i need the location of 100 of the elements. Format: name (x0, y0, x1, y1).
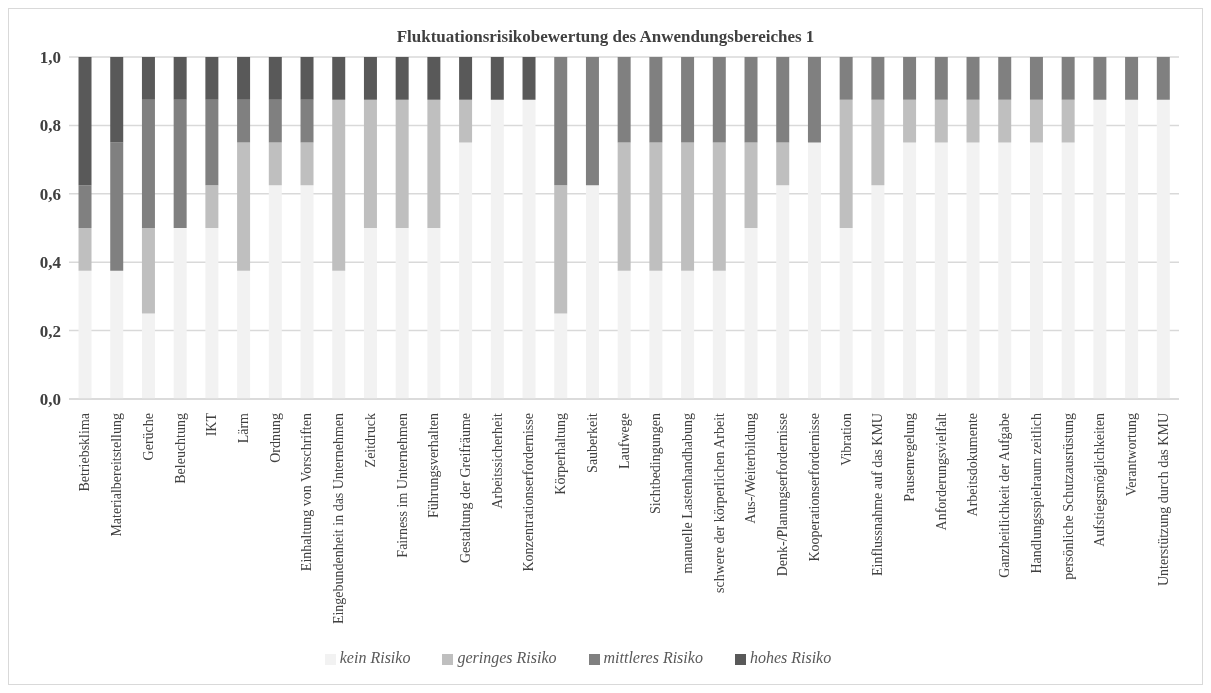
bar (776, 57, 790, 143)
bar (934, 142, 948, 399)
bar (459, 57, 473, 100)
bar (1061, 142, 1075, 399)
bar (300, 99, 314, 143)
bar (268, 57, 282, 100)
bar (966, 99, 980, 143)
bar (141, 57, 155, 100)
bar (934, 99, 948, 143)
x-tick-label: Einflussnahme auf das KMU (870, 413, 886, 576)
x-tick-label: Sauberkeit (584, 412, 600, 473)
bar (78, 57, 92, 186)
bar (712, 270, 726, 399)
bar (776, 185, 790, 399)
bar (681, 142, 695, 271)
bar (332, 57, 346, 100)
bar (427, 228, 441, 399)
x-tick-label: Gestaltung der Greifräume (457, 413, 473, 564)
bar (427, 99, 441, 228)
legend-label: kein Risiko (339, 649, 411, 666)
bar (78, 185, 92, 228)
bar (744, 57, 758, 143)
bar (871, 99, 885, 186)
x-tick-label: Unterstützung durch das KMU (1155, 413, 1171, 587)
bar (395, 99, 409, 228)
bar (807, 142, 821, 399)
x-tick-label: Materialbereitstellung (109, 413, 125, 537)
bar (839, 228, 853, 399)
bar (776, 142, 790, 186)
bar (173, 99, 187, 228)
y-tick-label: 0,0 (39, 390, 61, 410)
bar (459, 99, 473, 143)
bar (427, 57, 441, 100)
bar (1125, 57, 1139, 100)
legend-label: hohes Risiko (749, 649, 832, 666)
bar (237, 99, 251, 143)
x-tick-label: Aufstiegsmöglichkeiten (1092, 413, 1108, 547)
bar (966, 57, 980, 100)
bar (1156, 99, 1170, 399)
x-tick-label: Handlungsspielraum zeitlich (1028, 413, 1044, 574)
x-tick-label: Einhaltung von Vorschriften (299, 413, 315, 572)
bar (332, 270, 346, 399)
bar (300, 185, 314, 399)
bar (1061, 99, 1075, 143)
bar (173, 57, 187, 100)
x-tick-label: Arbeitsdokumente (965, 413, 981, 517)
bar (1125, 99, 1139, 399)
bar (522, 57, 536, 100)
bar (459, 142, 473, 399)
bar (205, 228, 219, 399)
bar (141, 313, 155, 399)
bar (205, 57, 219, 100)
x-tick-label: IKT (204, 412, 220, 437)
bar (363, 57, 377, 100)
x-tick-label: Ganzheitlichkeit der Aufgabe (997, 413, 1013, 578)
x-tick-label: Sichtbedingungen (648, 413, 664, 515)
bar (649, 142, 663, 271)
bar (1029, 57, 1043, 100)
bar (998, 99, 1012, 143)
x-tick-label: Zeitdruck (362, 413, 378, 468)
bar (681, 270, 695, 399)
x-tick-label: Körperhaltung (553, 413, 569, 495)
x-tick-label: Fairness im Unternehmen (394, 413, 410, 558)
bar (871, 185, 885, 399)
bar (173, 228, 187, 399)
bar (839, 99, 853, 228)
bar (237, 270, 251, 399)
bar (649, 57, 663, 143)
bar (110, 270, 124, 399)
x-tick-label: schwere der körperlichen Arbeit (711, 412, 727, 593)
bar (554, 185, 568, 314)
y-tick-label: 0,6 (39, 184, 61, 204)
bar (363, 228, 377, 399)
bar (78, 228, 92, 271)
x-tick-label: persönliche Schutzausrüstung (1060, 413, 1076, 580)
bar (1093, 57, 1107, 100)
bar (522, 99, 536, 399)
x-tick-label: manuelle Lastenhandhabung (679, 413, 695, 574)
y-tick-label: 0,4 (39, 253, 62, 273)
bar (268, 185, 282, 399)
bar (1029, 142, 1043, 399)
x-tick-label: Führungsverhalten (426, 413, 442, 518)
bar (490, 99, 504, 399)
legend-label: geringes Risiko (457, 649, 557, 666)
x-tick-label: Eingebundenheit in das Unternehmen (331, 413, 347, 625)
x-tick-label: Lärm (235, 412, 251, 444)
x-tick-label: Gerüche (140, 413, 156, 461)
x-tick-label: Betriebsklima (77, 412, 93, 492)
bar (585, 185, 599, 399)
bar (1156, 57, 1170, 100)
bar (205, 99, 219, 186)
x-tick-label: Denk-/Planungserfordernisse (775, 413, 791, 577)
bar (554, 313, 568, 399)
bar (807, 57, 821, 143)
bar (966, 142, 980, 399)
bar (617, 57, 631, 143)
bar (268, 99, 282, 143)
x-tick-label: Laufwege (616, 413, 632, 469)
bar (585, 57, 599, 186)
bar (363, 99, 377, 228)
